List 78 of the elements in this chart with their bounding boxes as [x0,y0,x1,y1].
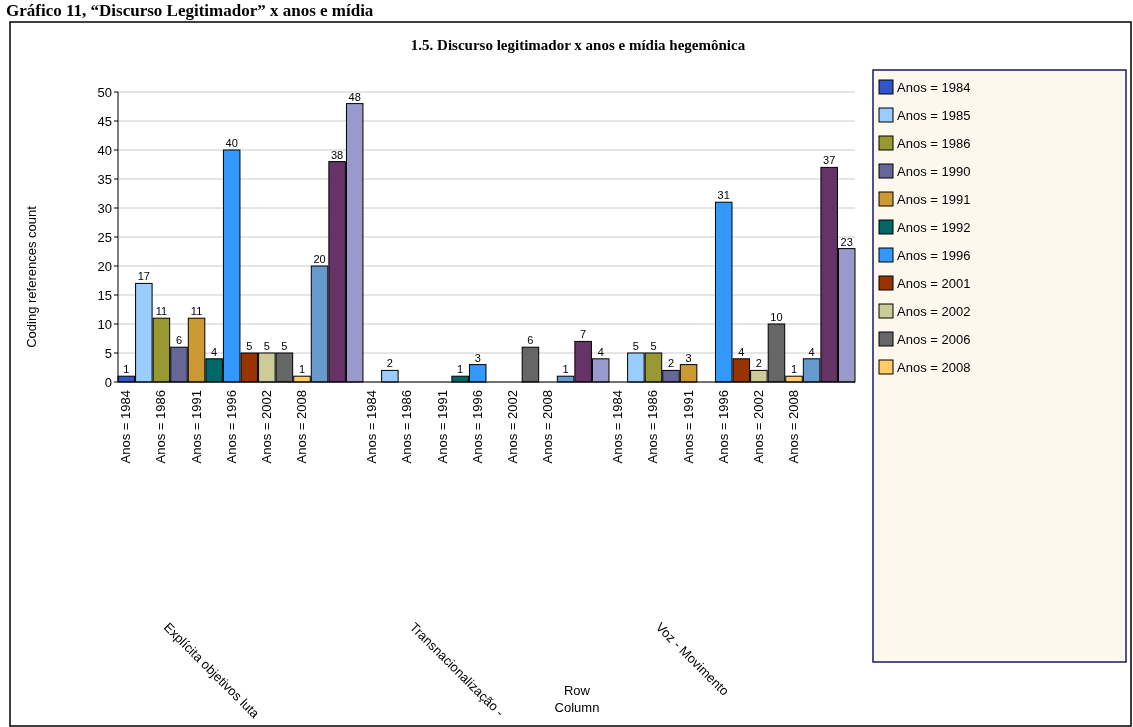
legend-label: Anos = 2008 [897,360,971,375]
x-tick-label: Anos = 2002 [258,390,274,464]
data-label: 5 [281,340,288,352]
text: Column [554,700,600,715]
legend-label: Anos = 1996 [897,248,971,263]
y-tick-label: 45 [97,113,112,129]
y-tick-label: 40 [97,142,112,158]
legend-label: Anos = 2006 [897,332,971,347]
y-tick-label: 30 [97,200,112,216]
x-tick-label: Anos = 2002 [750,390,766,464]
data-label: 11 [190,305,203,318]
x-tick-label: Anos = 1991 [680,390,696,464]
data-label: 7 [580,328,587,341]
data-label: 2 [755,357,762,370]
data-label: 5 [632,340,639,352]
y-tick-label: 10 [97,316,112,332]
legend-label: Anos = 1990 [897,164,971,179]
y-tick-label: 50 [97,84,112,100]
x-tick-label: Anos = 1984 [118,390,134,464]
data-label: 20 [313,253,326,265]
data-label: 31 [717,189,730,202]
data-label: 37 [823,154,836,167]
y-tick-label: 25 [97,229,112,245]
legend-label: Anos = 2002 [897,304,971,319]
data-label: 4 [597,345,604,358]
chart-title: 1.5. Discurso legitimador x anos e mídia hegemônica [410,37,746,53]
legend-label: Anos = 1984 [897,80,971,95]
data-label: 48 [348,90,361,103]
data-label: 11 [155,305,168,318]
x-tick-label: Anos = 1991 [434,390,450,464]
x-tick-label: Anos = 2008 [540,390,555,464]
y-tick-label: 20 [97,258,112,274]
legend-label: Anos = 2001 [897,276,971,291]
x-tick-label: Anos = 1986 [399,390,415,464]
data-label: 4 [211,345,218,358]
data-label: 1 [562,363,569,376]
x-tick-label: Anos = 1986 [153,390,169,464]
x-tick-label: Anos = 2008 [786,390,802,464]
data-label: 2 [667,357,675,370]
data-label: 2 [386,357,393,370]
data-label: 17 [137,270,150,283]
y-tick-label: 15 [97,287,112,303]
x-tick-label: Anos = 1996 [223,390,239,464]
data-label: 6 [175,334,183,347]
y-tick-label: 35 [97,171,112,187]
y-axis-title: Coding references count [24,205,39,348]
x-tick-label: Anos = 1984 [610,390,626,464]
data-label: 38 [331,148,344,161]
data-label: 5 [246,340,253,352]
data-label: 3 [685,351,692,364]
data-label: 1 [457,363,464,376]
x-tick-label: Anos = 1984 [364,390,380,464]
x-tick-label: Anos = 1991 [188,390,204,464]
data-label: 23 [840,235,853,248]
legend-label: Anos = 1991 [897,192,971,207]
data-label: 10 [770,311,783,323]
data-label: 40 [225,137,238,149]
x-tick-label: Anos = 2002 [504,390,520,464]
data-label: 3 [474,351,481,364]
data-label: 1 [123,363,130,376]
x-tick-label: Anos = 2008 [293,390,309,464]
text: Row [563,683,591,698]
data-label: 1 [790,363,798,376]
data-label: 5 [650,340,657,352]
chart-subtitle: Gráfico 11, “Discurso Legitimador” x anos e mídia [6,1,374,20]
data-label: 6 [527,334,534,347]
legend-label: Anos = 1986 [897,136,971,151]
y-tick-label: 0 [104,374,112,390]
y-tick-label: 5 [104,345,112,361]
data-label: 1 [298,363,306,376]
data-label: 5 [263,340,270,352]
data-label: 4 [808,345,815,358]
x-tick-label: Anos = 1996 [469,390,485,464]
data-label: 4 [738,345,745,358]
x-tick-label: Anos = 1986 [645,390,661,464]
legend-label: Anos = 1992 [897,220,971,235]
x-tick-label: Anos = 1996 [715,390,731,464]
legend-label: Anos = 1985 [897,108,971,123]
